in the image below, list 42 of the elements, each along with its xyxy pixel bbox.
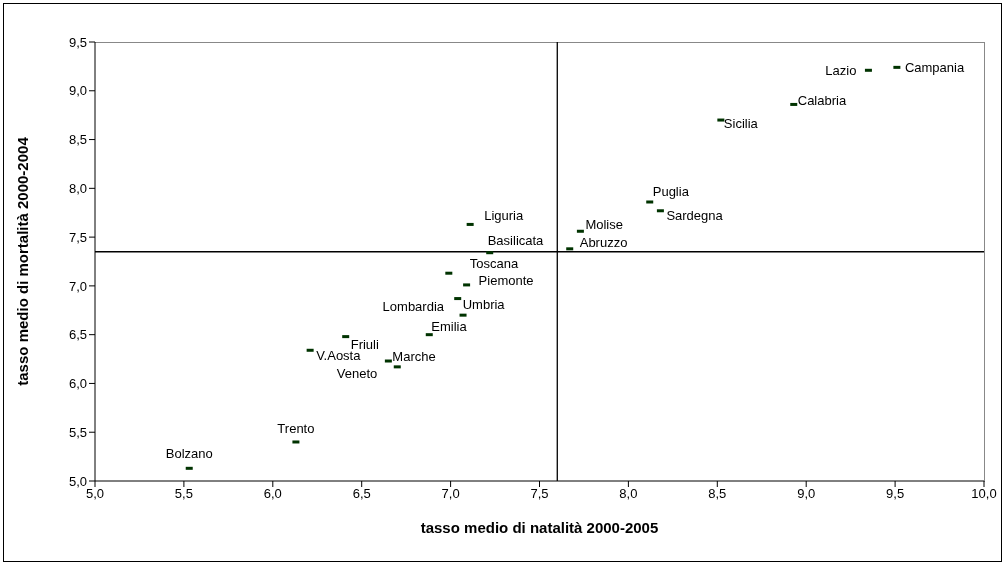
annotation: Basilicata <box>487 233 545 249</box>
x-tick-label: 9,5 <box>886 486 905 502</box>
y-tick-label: 8,0 <box>68 180 87 196</box>
x-tick-label: 7,0 <box>441 486 460 502</box>
x-tick-label: 7,5 <box>530 486 549 502</box>
y-tick-label: 6,5 <box>68 327 87 343</box>
annotation: Bolzano <box>165 445 213 461</box>
y-tick-label: 5,5 <box>68 424 87 440</box>
x-tick-label: 8,0 <box>619 486 638 502</box>
annotation: Calabria <box>797 92 847 108</box>
y-tick-label: 7,0 <box>68 278 87 294</box>
x-tick-label: 5,0 <box>85 486 105 502</box>
annotation: Puglia <box>652 184 690 200</box>
x-tick-label: 6,0 <box>263 486 282 502</box>
x-tick-label: 5,5 <box>174 486 193 502</box>
annotation: Liguria <box>484 207 524 223</box>
y-tick-label: 6,0 <box>68 376 87 392</box>
annotation: Sardegna <box>666 208 724 224</box>
annotation: Lombardia <box>382 298 445 314</box>
y-tick-label: 9,5 <box>68 34 87 50</box>
annotation: Trento <box>277 421 315 437</box>
annotation: Marche <box>392 348 436 364</box>
annotation: Lazio <box>825 62 857 78</box>
annotation: Piemonte <box>478 273 534 289</box>
annotation: Emilia <box>431 319 468 335</box>
annotation: Umbria <box>462 297 506 313</box>
annotation: Sicilia <box>723 115 759 131</box>
annotation: Molise <box>585 216 623 232</box>
x-tick-label: 9,0 <box>797 486 816 502</box>
annotation: Campania <box>904 59 965 75</box>
annotation: Toscana <box>469 255 520 271</box>
y-tick-label: 5,0 <box>68 473 87 489</box>
x-tick-label: 6,5 <box>352 486 371 502</box>
x-axis-title: tasso medio di natalità 2000-2005 <box>420 519 659 536</box>
annotation: Veneto <box>336 366 378 382</box>
x-tick-label: 8,5 <box>708 486 727 502</box>
annotation: Abruzzo <box>579 235 628 251</box>
y-axis-title: tasso medio di mortalità 2000-2004 <box>14 136 32 386</box>
y-tick-label: 9,0 <box>68 83 87 99</box>
y-tick-label: 7,5 <box>68 229 87 245</box>
y-tick-label: 8,5 <box>68 132 87 148</box>
x-tick-label: 10,0 <box>971 486 997 502</box>
